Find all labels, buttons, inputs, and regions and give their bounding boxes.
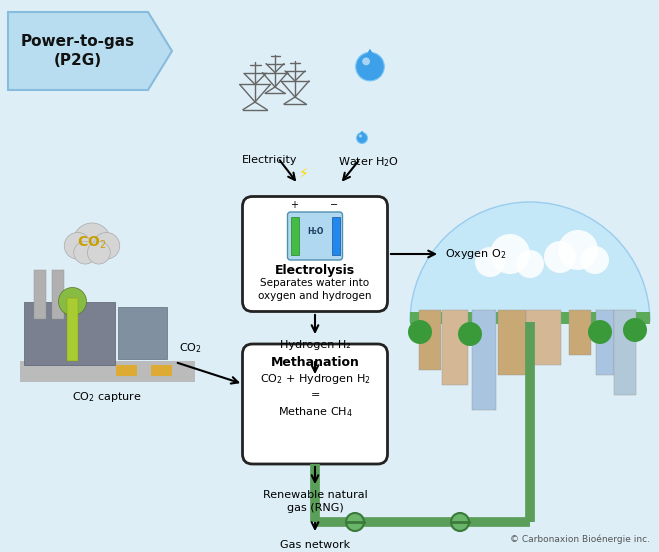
Circle shape — [357, 132, 368, 144]
Text: CO$_2$ capture: CO$_2$ capture — [72, 390, 142, 404]
Text: Oxygen O$_2$: Oxygen O$_2$ — [445, 247, 506, 261]
Circle shape — [458, 322, 482, 346]
Bar — [596, 310, 614, 375]
FancyBboxPatch shape — [287, 212, 343, 260]
Bar — [472, 310, 496, 410]
Bar — [405, 322, 655, 447]
Text: CO$_2$ + Hydrogen H$_2$
=
Methane CH$_4$: CO$_2$ + Hydrogen H$_2$ = Methane CH$_4$ — [260, 372, 370, 419]
Text: Water H$_2$O: Water H$_2$O — [337, 155, 399, 169]
Bar — [24, 301, 115, 365]
Bar — [20, 362, 195, 382]
Bar — [118, 307, 167, 359]
FancyBboxPatch shape — [243, 197, 387, 311]
Circle shape — [451, 513, 469, 531]
Text: Gas network: Gas network — [280, 540, 350, 550]
Bar — [442, 310, 468, 385]
Circle shape — [558, 230, 598, 270]
Text: Renewable natural
gas (RNG): Renewable natural gas (RNG) — [263, 490, 367, 513]
Text: © Carbonaxion Bioénergie inc.: © Carbonaxion Bioénergie inc. — [510, 534, 650, 544]
Bar — [419, 310, 441, 370]
Text: H₂O: H₂O — [307, 227, 323, 236]
Circle shape — [59, 288, 86, 316]
Bar — [498, 310, 526, 375]
Circle shape — [93, 232, 120, 259]
Text: CO$_2$: CO$_2$ — [179, 341, 202, 355]
Bar — [614, 310, 636, 395]
Text: Electrolysis: Electrolysis — [275, 264, 355, 277]
Circle shape — [74, 241, 97, 264]
Bar — [152, 365, 172, 376]
Polygon shape — [8, 12, 172, 90]
Circle shape — [544, 241, 576, 273]
Text: Hydrogen H₂: Hydrogen H₂ — [279, 340, 351, 350]
Circle shape — [73, 223, 111, 261]
Bar — [410, 312, 650, 324]
Text: Methanation: Methanation — [271, 356, 359, 369]
Text: +: + — [291, 200, 299, 210]
Text: −: − — [330, 200, 339, 210]
Circle shape — [88, 241, 110, 264]
Polygon shape — [358, 131, 365, 138]
Bar — [569, 310, 591, 355]
Text: ⚡: ⚡ — [299, 167, 309, 181]
Circle shape — [362, 57, 370, 65]
Bar — [67, 298, 78, 362]
Polygon shape — [362, 50, 378, 67]
Bar — [291, 217, 299, 255]
Bar — [331, 217, 339, 255]
Circle shape — [65, 232, 91, 259]
Text: Electricity: Electricity — [243, 155, 298, 165]
Text: Power-to-gas
(P2G): Power-to-gas (P2G) — [21, 34, 135, 68]
Circle shape — [490, 234, 530, 274]
Circle shape — [516, 250, 544, 278]
Bar — [116, 365, 137, 376]
Circle shape — [588, 320, 612, 344]
Bar — [51, 270, 64, 319]
Circle shape — [410, 202, 650, 442]
Circle shape — [475, 247, 505, 277]
Circle shape — [623, 318, 647, 342]
Circle shape — [356, 52, 384, 81]
Circle shape — [581, 246, 609, 274]
Bar — [525, 310, 561, 365]
Bar — [34, 270, 46, 319]
Text: Separates water into
oxygen and hydrogen: Separates water into oxygen and hydrogen — [258, 278, 372, 301]
Circle shape — [359, 135, 362, 137]
Text: CO$_2$: CO$_2$ — [77, 235, 107, 251]
FancyBboxPatch shape — [243, 344, 387, 464]
Circle shape — [346, 513, 364, 531]
Circle shape — [408, 320, 432, 344]
